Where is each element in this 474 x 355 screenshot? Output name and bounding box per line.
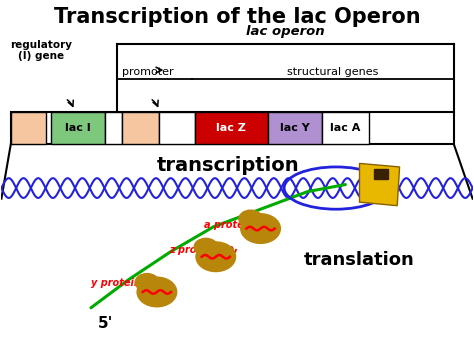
Circle shape — [241, 214, 280, 244]
Text: promoter: promoter — [121, 67, 173, 77]
Text: lac I: lac I — [65, 123, 91, 133]
Text: Transcription of the lac Operon: Transcription of the lac Operon — [54, 7, 420, 27]
Circle shape — [196, 242, 236, 272]
Bar — [195, 112, 268, 144]
Bar — [11, 112, 46, 144]
Text: a protein: a protein — [204, 220, 254, 230]
Text: z protein: z protein — [169, 245, 218, 255]
Text: lac operon: lac operon — [246, 25, 325, 38]
Circle shape — [194, 238, 218, 256]
Text: y protein: y protein — [91, 278, 141, 288]
Circle shape — [137, 277, 177, 307]
Bar — [11, 112, 454, 144]
Text: lac Z: lac Z — [216, 123, 246, 133]
Polygon shape — [359, 163, 400, 206]
Bar — [51, 112, 105, 144]
Text: translation: translation — [304, 251, 415, 269]
Bar — [105, 112, 121, 144]
Text: regulatory
(I) gene: regulatory (I) gene — [10, 40, 73, 61]
Text: transcription: transcription — [156, 156, 299, 175]
Text: 5': 5' — [97, 316, 113, 331]
Bar — [374, 169, 388, 179]
Bar — [268, 112, 322, 144]
Circle shape — [239, 210, 263, 228]
Text: lac A: lac A — [330, 123, 361, 133]
Circle shape — [135, 274, 159, 291]
Bar — [121, 112, 159, 144]
Text: structural genes: structural genes — [287, 67, 378, 77]
Bar — [322, 112, 369, 144]
Text: lac Y: lac Y — [280, 123, 310, 133]
Bar — [159, 112, 195, 144]
